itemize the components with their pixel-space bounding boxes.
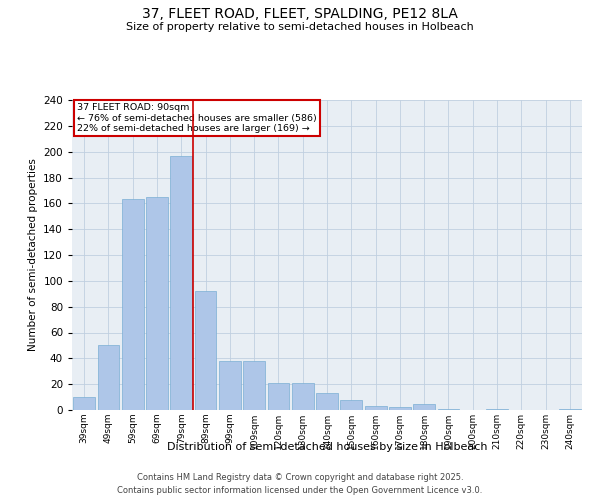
- Text: Size of property relative to semi-detached houses in Holbeach: Size of property relative to semi-detach…: [126, 22, 474, 32]
- Bar: [219, 361, 241, 410]
- Y-axis label: Number of semi-detached properties: Number of semi-detached properties: [28, 158, 38, 352]
- Bar: [413, 404, 435, 410]
- Bar: [486, 408, 508, 410]
- Bar: [243, 361, 265, 410]
- Bar: [340, 400, 362, 410]
- Bar: [170, 156, 192, 410]
- Bar: [437, 408, 460, 410]
- Bar: [73, 397, 95, 410]
- Bar: [97, 346, 119, 410]
- Bar: [292, 383, 314, 410]
- Bar: [316, 393, 338, 410]
- Bar: [389, 408, 411, 410]
- Bar: [194, 291, 217, 410]
- Text: Contains HM Land Registry data © Crown copyright and database right 2025.
Contai: Contains HM Land Registry data © Crown c…: [118, 474, 482, 495]
- Bar: [365, 406, 386, 410]
- Text: Distribution of semi-detached houses by size in Holbeach: Distribution of semi-detached houses by …: [167, 442, 487, 452]
- Bar: [146, 197, 168, 410]
- Bar: [122, 200, 143, 410]
- Text: 37, FLEET ROAD, FLEET, SPALDING, PE12 8LA: 37, FLEET ROAD, FLEET, SPALDING, PE12 8L…: [142, 8, 458, 22]
- Text: 37 FLEET ROAD: 90sqm
← 76% of semi-detached houses are smaller (586)
22% of semi: 37 FLEET ROAD: 90sqm ← 76% of semi-detac…: [77, 103, 317, 133]
- Bar: [559, 408, 581, 410]
- Bar: [268, 383, 289, 410]
